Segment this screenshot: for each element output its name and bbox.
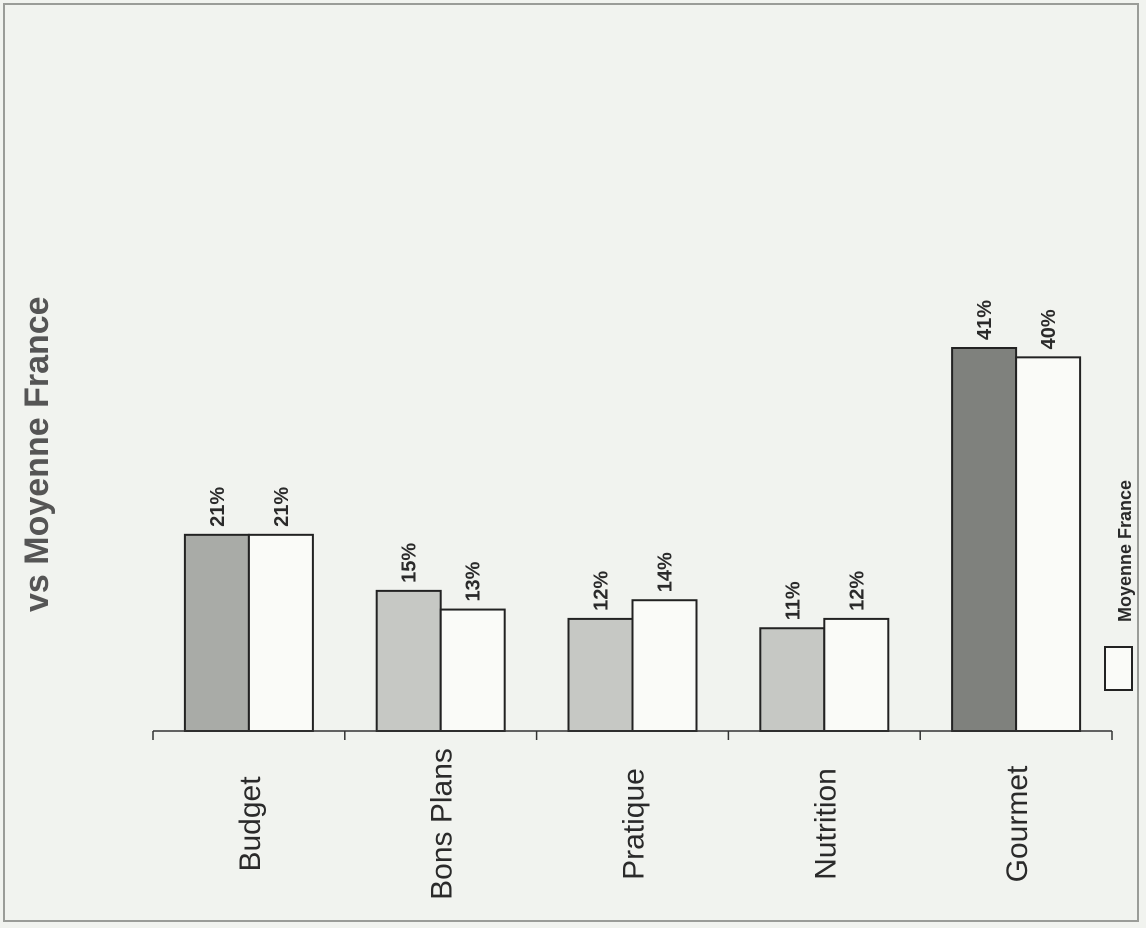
category-labels-layer: Budget Bons Plans Pratique Nutrition Gourmet xyxy=(234,748,1034,900)
bar-series1-gourmet xyxy=(951,347,1018,732)
chart-frame xyxy=(3,3,1139,922)
value-label: 12% xyxy=(846,571,868,611)
legend-label: Moyenne France xyxy=(1115,480,1135,622)
bar-moyenne-france-budget xyxy=(247,533,314,733)
value-label: 21% xyxy=(271,487,293,527)
category-label: Bons Plans xyxy=(426,748,459,900)
bar-series1-pratique xyxy=(567,617,634,733)
bars-layer xyxy=(183,347,1082,733)
chart-title: vs Moyenne France xyxy=(18,296,56,612)
value-label: 14% xyxy=(655,552,677,592)
bar-series1-budget xyxy=(183,533,250,733)
legend-swatch xyxy=(1104,646,1133,691)
category-label: Gourmet xyxy=(1001,765,1034,882)
value-label: 12% xyxy=(591,571,613,611)
bar-moyenne-france-nutrition xyxy=(823,617,890,733)
value-labels-layer: 21% 21% 15% 13% 12% 14% 11% 12% 41% 40% xyxy=(207,300,1060,620)
value-label: 41% xyxy=(974,300,996,340)
bar-moyenne-france-pratique xyxy=(631,599,698,732)
bar-moyenne-france-bons-plans xyxy=(439,608,506,732)
category-label: Nutrition xyxy=(809,768,842,880)
value-label: 13% xyxy=(463,561,485,601)
legend: Moyenne France xyxy=(1104,480,1135,691)
value-label: 15% xyxy=(399,543,421,583)
category-label: Pratique xyxy=(618,768,651,880)
x-axis xyxy=(152,730,1113,740)
bar-moyenne-france-gourmet xyxy=(1015,356,1082,732)
category-label: Budget xyxy=(234,776,267,872)
value-label: 21% xyxy=(207,487,229,527)
bar-series1-bons-plans xyxy=(375,589,442,732)
value-label: 11% xyxy=(782,581,804,620)
value-label: 40% xyxy=(1038,309,1060,349)
bar-series1-nutrition xyxy=(759,627,826,732)
